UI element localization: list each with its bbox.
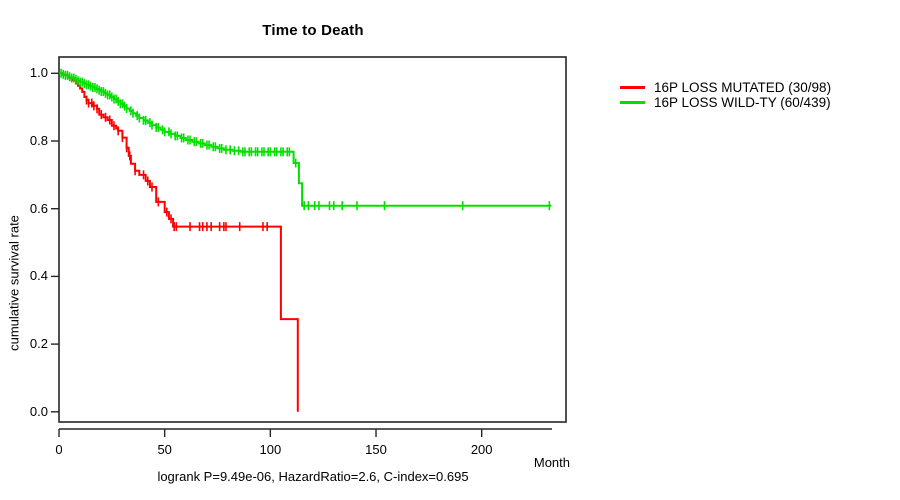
plot-box <box>58 56 567 423</box>
legend-line-green-icon <box>620 101 645 104</box>
legend-item-mutated: 16P LOSS MUTATED (30/98) <box>620 80 831 95</box>
survival-curve-wildtype <box>59 72 552 207</box>
legend-item-wildtype: 16P LOSS WILD-TY (60/439) <box>620 95 831 110</box>
statistics-annotation: logrank P=9.49e-06, HazardRatio=2.6, C-i… <box>157 469 469 484</box>
legend-label-mutated: 16P LOSS MUTATED (30/98) <box>654 80 832 95</box>
y-tick-label: 0.2 <box>29 336 48 352</box>
legend-label-wildtype: 16P LOSS WILD-TY (60/439) <box>654 95 831 110</box>
x-tick-label: 100 <box>259 442 282 457</box>
legend: 16P LOSS MUTATED (30/98) 16P LOSS WILD-T… <box>620 80 831 110</box>
y-tick-label: 0.8 <box>29 133 48 148</box>
x-tick-label: 150 <box>365 442 387 457</box>
legend-line-red-icon <box>620 86 645 89</box>
chart-title: Time to Death <box>262 22 364 39</box>
y-tick-label: 0.0 <box>29 403 48 419</box>
survival-curve-mutated <box>59 72 299 412</box>
x-tick-label: 0 <box>55 442 63 457</box>
y-tick-label: 0.6 <box>29 200 48 216</box>
x-tick-label: 200 <box>470 442 493 457</box>
x-tick-label: 50 <box>157 442 172 457</box>
y-tick-label: 1.0 <box>29 65 48 81</box>
y-tick-label: 0.4 <box>29 268 48 284</box>
x-axis-title: Month <box>533 455 570 470</box>
